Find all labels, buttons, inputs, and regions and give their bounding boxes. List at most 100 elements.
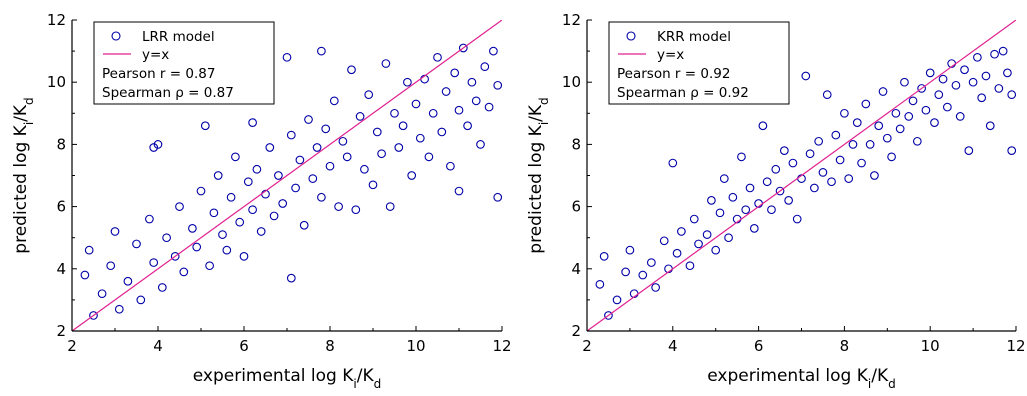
- scatter-point: [295, 155, 305, 165]
- scatter-point: [157, 283, 167, 292]
- scatter-point: [342, 152, 352, 162]
- scatter-point: [471, 96, 481, 106]
- scatter-point: [904, 112, 914, 121]
- scatter-point: [805, 149, 815, 159]
- y-tick-label: 10: [562, 73, 581, 91]
- scatter-point: [299, 220, 309, 230]
- scatter-point: [390, 108, 399, 118]
- scatter-point: [715, 208, 725, 218]
- scatter-point: [213, 171, 223, 180]
- scatter-point: [891, 108, 901, 118]
- scatter-point: [441, 87, 451, 96]
- scatter-point: [771, 164, 781, 174]
- scatter-point: [256, 227, 266, 236]
- scatter-point: [377, 149, 386, 159]
- scatter-point: [325, 161, 335, 171]
- reference-line-y-equals-x: [587, 20, 1016, 331]
- scatter-point: [226, 192, 236, 202]
- scatter-point: [248, 118, 257, 127]
- scatter-point: [321, 124, 331, 134]
- scatter-point: [329, 96, 339, 106]
- scatter-point: [810, 183, 819, 193]
- scatter-point: [218, 230, 227, 239]
- scatter-point: [749, 224, 759, 233]
- scatter-point: [857, 158, 866, 168]
- scatter-point: [870, 171, 879, 180]
- scatter-point: [312, 143, 322, 152]
- y-tick-label: 2: [56, 322, 66, 340]
- y-tick-label: 6: [571, 198, 581, 216]
- scatter-point: [779, 146, 789, 155]
- scatter-point: [685, 261, 695, 271]
- scatter-point: [493, 80, 502, 90]
- scatter-point: [282, 52, 292, 62]
- x-tick-label: 2: [67, 337, 77, 355]
- scatter-point: [827, 177, 836, 187]
- scatter-point: [895, 124, 905, 134]
- scatter-point: [981, 71, 991, 81]
- y-tick-label: 10: [47, 73, 66, 91]
- legend-marker-icon: [111, 31, 121, 41]
- x-tick-label: 4: [668, 337, 678, 355]
- scatter-point: [454, 186, 464, 196]
- x-tick-label: 8: [325, 337, 335, 355]
- x-tick-label: 8: [840, 337, 850, 355]
- legend-box: [608, 21, 790, 105]
- scatter-point: [114, 304, 124, 314]
- scatter-point: [689, 214, 699, 224]
- x-tick-label: 12: [492, 337, 511, 355]
- scatter-point: [493, 192, 502, 202]
- scatter-point: [767, 205, 776, 215]
- scatter-point: [865, 140, 875, 149]
- scatter-point: [818, 168, 828, 177]
- scatter-point: [394, 143, 404, 152]
- scatter-point: [977, 93, 987, 103]
- scatter-point: [450, 68, 460, 78]
- scatter-point: [814, 136, 824, 146]
- scatter-point: [784, 196, 793, 205]
- scatter-point: [248, 205, 257, 215]
- scatter-point: [595, 280, 605, 289]
- y-tick-label: 12: [47, 11, 66, 29]
- scatter-point: [364, 90, 374, 99]
- scatter-point: [921, 105, 931, 115]
- scatter-point: [200, 121, 210, 131]
- scatter-point: [265, 143, 275, 152]
- scatter-point: [625, 245, 635, 255]
- scatter-point: [437, 127, 447, 137]
- y-tick-label: 4: [56, 260, 66, 278]
- scatter-point: [446, 161, 455, 171]
- x-axis-title: experimental log Ki/Kd: [707, 366, 896, 391]
- legend-box: [93, 21, 275, 105]
- scatter-point: [840, 108, 849, 118]
- scatter-point: [762, 177, 772, 187]
- scatter-point: [938, 74, 948, 84]
- scatter-point: [381, 59, 391, 68]
- scatter-point: [925, 68, 935, 78]
- scatter-point: [728, 192, 738, 202]
- legend: KRR model y=x Pearson r = 0.92 Spearman ρ =…: [608, 21, 790, 105]
- y-tick-label: 6: [56, 198, 66, 216]
- scatter-point: [360, 164, 369, 174]
- scatter-point: [707, 196, 716, 205]
- reference-line-y-equals-x: [72, 20, 502, 331]
- y-tick-label: 4: [571, 260, 581, 278]
- scatter-point: [372, 127, 382, 137]
- spearman-stat: Spearman ρ = 0.87: [102, 85, 234, 101]
- scatter-point: [489, 46, 498, 56]
- scatter-point: [484, 102, 494, 112]
- scatter-point: [252, 164, 262, 174]
- scatter-point: [286, 130, 296, 140]
- y-tick-label: 2: [571, 322, 581, 340]
- scatter-point: [973, 52, 982, 62]
- scatter-point: [861, 99, 871, 109]
- scatter-point: [235, 217, 245, 227]
- scatter-point: [955, 112, 965, 121]
- scatter-point: [917, 84, 926, 93]
- legend-entry-model: KRR model: [657, 29, 731, 45]
- scatter-point: [123, 276, 133, 286]
- y-tick-label: 8: [571, 135, 581, 153]
- scatter-point: [89, 311, 98, 320]
- x-tick-label: 2: [582, 337, 592, 355]
- scatter-point: [317, 46, 326, 56]
